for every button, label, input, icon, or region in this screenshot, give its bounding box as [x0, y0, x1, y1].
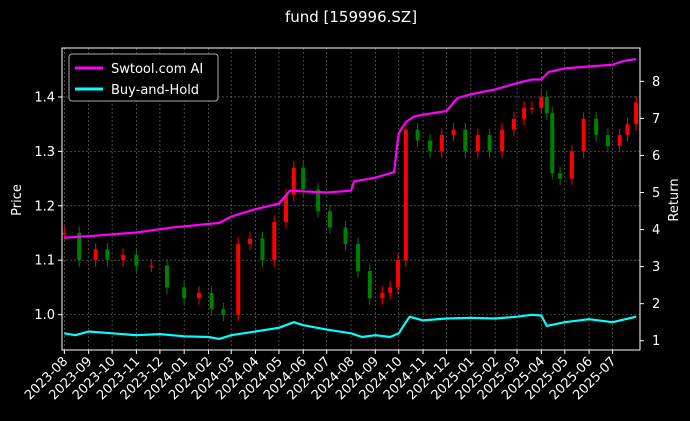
y-tick-label-left: 1.2 [34, 199, 55, 214]
candle-body [451, 129, 456, 136]
candle-body [291, 167, 296, 195]
candle-body [343, 227, 348, 244]
candle-body [544, 96, 549, 114]
y-tick-label-left: 1.1 [34, 254, 55, 269]
right-axis: 1 2 3 4 5 6 7 8 [640, 75, 660, 349]
candle-body [428, 140, 433, 152]
candle-body [594, 118, 599, 136]
candle-body [500, 129, 505, 152]
legend: Swtool.com AI Buy-and-Hold [68, 53, 219, 102]
candle-body [388, 287, 393, 293]
candle-body [197, 292, 202, 299]
y-tick-label-right: 5 [652, 186, 660, 201]
return-lines [64, 58, 637, 340]
candle-body [463, 129, 468, 152]
candle-body [475, 135, 480, 152]
candle-body [380, 292, 385, 299]
y-tick-label-right: 7 [652, 112, 660, 127]
candle-body [605, 135, 610, 146]
candle-body [316, 189, 321, 212]
candle-body [617, 135, 622, 146]
y-tick-label-right: 4 [652, 223, 660, 238]
candle-body [247, 238, 252, 244]
y-tick-label-right: 3 [652, 260, 660, 275]
y-tick-label-right: 6 [652, 149, 660, 164]
candle-body [134, 254, 139, 266]
candle-body [301, 167, 306, 190]
candle-body [511, 118, 516, 130]
candle-body [236, 243, 241, 315]
candle-body [367, 271, 372, 299]
candle-body [260, 238, 265, 261]
candle-body [62, 233, 67, 235]
y-tick-label-right: 2 [652, 297, 660, 312]
y-tick-label-right: 8 [652, 75, 660, 90]
candle-body [209, 292, 214, 310]
candle-body [558, 173, 563, 179]
candle-body [581, 118, 586, 152]
candle-body [439, 135, 444, 152]
y-tick-label-left: 1.4 [34, 90, 55, 105]
series-line-1 [64, 313, 637, 340]
candle-body [395, 260, 400, 288]
candle-body [77, 233, 82, 261]
y-axis-label-left: Price [10, 184, 25, 216]
left-axis: 1.0 1.1 1.2 1.3 1.4 [34, 90, 62, 323]
candle-body [93, 249, 98, 261]
candle-body [283, 194, 288, 223]
candle-body [121, 254, 126, 261]
candle-body [164, 265, 169, 288]
y-axis-label-right: Return [667, 178, 682, 221]
price-candles [62, 90, 639, 322]
candle-body [539, 96, 544, 108]
series-line-0 [64, 58, 637, 239]
chart-title: fund [159996.SZ] [285, 8, 417, 26]
candle-body [149, 265, 154, 267]
candle-body [569, 151, 574, 179]
y-tick-label-right: 1 [652, 334, 660, 349]
candle-body [550, 113, 555, 174]
legend-label-buy-and-hold: Buy-and-Hold [111, 83, 199, 98]
candle-body [522, 107, 527, 119]
candle-body [221, 309, 226, 315]
y-tick-label-left: 1.0 [34, 308, 55, 323]
candle-body [529, 107, 534, 110]
candle-body [487, 135, 492, 152]
y-tick-label-left: 1.3 [34, 145, 55, 160]
candle-body [403, 129, 408, 261]
candle-body [105, 249, 110, 261]
candle-body [625, 124, 630, 136]
grid [62, 48, 640, 350]
legend-label-swtool: Swtool.com AI [111, 62, 203, 77]
candle-body [356, 243, 361, 272]
candle-body [634, 102, 639, 125]
candle-body [272, 222, 277, 261]
candle-body [415, 129, 420, 141]
legend-box [68, 53, 219, 102]
candle-body [327, 211, 332, 228]
candle-body [182, 287, 187, 299]
